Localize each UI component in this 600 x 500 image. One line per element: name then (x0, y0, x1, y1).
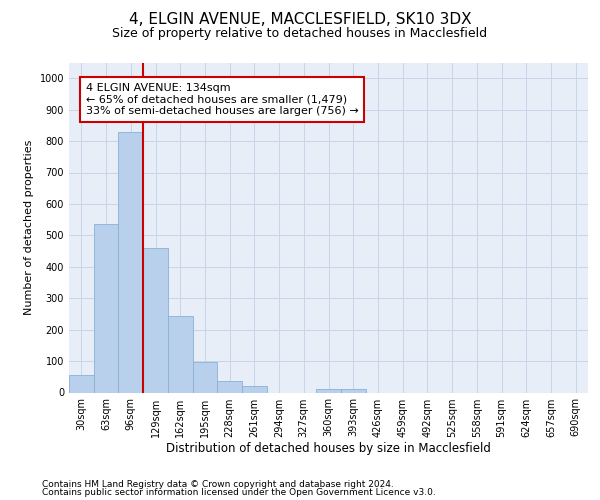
Bar (118, 132, 143, 392)
Bar (316, 390, 341, 392)
Text: 4, ELGIN AVENUE, MACCLESFIELD, SK10 3DX: 4, ELGIN AVENUE, MACCLESFIELD, SK10 3DX (128, 12, 472, 28)
Bar (94, 224, 118, 392)
Bar (168, 316, 193, 392)
Y-axis label: Number of detached properties: Number of detached properties (24, 140, 34, 315)
Bar (217, 380, 242, 392)
Bar (143, 248, 168, 392)
Text: Contains public sector information licensed under the Open Government Licence v3: Contains public sector information licen… (42, 488, 436, 497)
Bar (69, 375, 94, 392)
Bar (193, 362, 217, 392)
Bar (341, 390, 365, 392)
Bar (242, 386, 267, 392)
Text: 4 ELGIN AVENUE: 134sqm
← 65% of detached houses are smaller (1,479)
33% of semi-: 4 ELGIN AVENUE: 134sqm ← 65% of detached… (86, 83, 359, 116)
Text: Contains HM Land Registry data © Crown copyright and database right 2024.: Contains HM Land Registry data © Crown c… (42, 480, 394, 489)
X-axis label: Distribution of detached houses by size in Macclesfield: Distribution of detached houses by size … (166, 442, 491, 456)
Text: Size of property relative to detached houses in Macclesfield: Size of property relative to detached ho… (112, 28, 488, 40)
